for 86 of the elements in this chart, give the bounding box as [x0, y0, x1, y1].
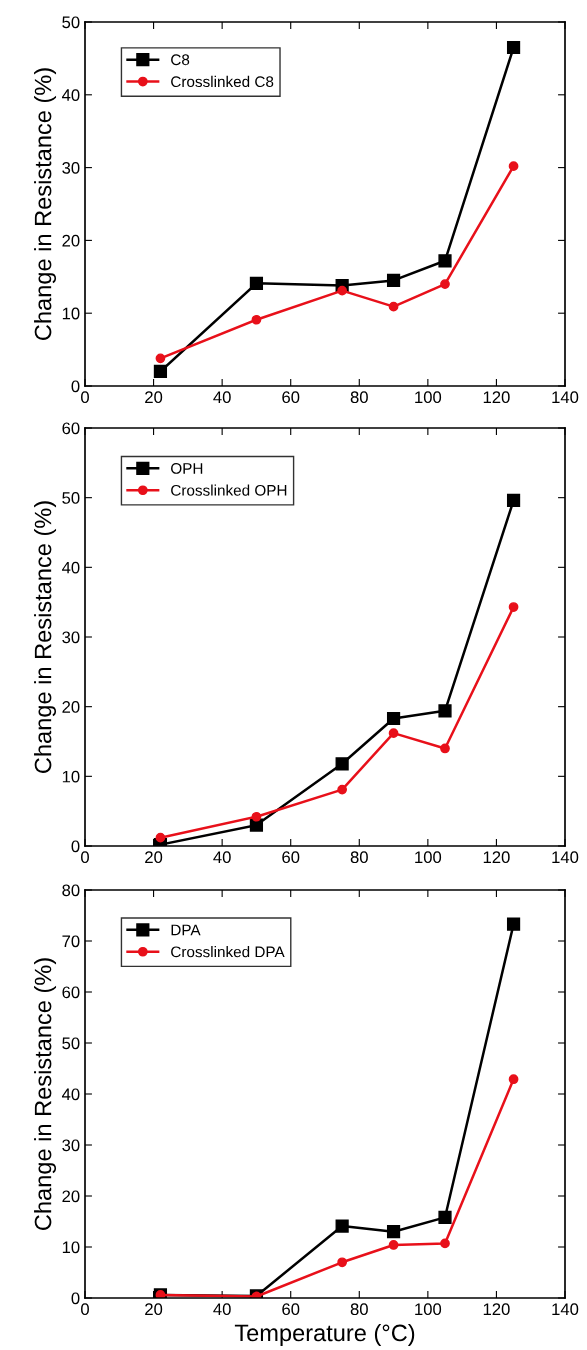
- x-tick-label: 140: [552, 851, 579, 864]
- point: [337, 784, 348, 795]
- x-tick-label: 80: [350, 391, 368, 404]
- point: [337, 285, 348, 296]
- point: [506, 917, 521, 931]
- point: [438, 704, 452, 718]
- x-tick-label: 120: [483, 1303, 510, 1316]
- y-tick-label: 50: [62, 1037, 80, 1050]
- x-tick-label: 120: [483, 391, 510, 404]
- legend-label: DPA: [171, 924, 201, 936]
- point: [337, 1257, 348, 1268]
- y-axis-title: Change in Resistance (%): [34, 68, 57, 340]
- point: [386, 1225, 401, 1239]
- y-tick-label: 40: [61, 89, 80, 101]
- point: [249, 818, 264, 832]
- point: [249, 276, 264, 290]
- x-tick-label: 40: [213, 851, 231, 864]
- point: [155, 353, 166, 364]
- point: [251, 314, 262, 325]
- y-axis-title: Change in Resistance (%): [34, 501, 57, 773]
- point: [440, 743, 450, 754]
- legend-label: Crosslinked OPH: [171, 484, 287, 496]
- x-tick-label: 60: [282, 1303, 300, 1316]
- x-tick-label: 40: [213, 391, 231, 404]
- x-tick-label: 60: [282, 851, 300, 864]
- y-tick-label: 60: [62, 986, 80, 999]
- y-tick-label: 10: [62, 1241, 80, 1254]
- y-tick-label: 0: [71, 380, 80, 393]
- point: [438, 254, 452, 268]
- point: [386, 711, 401, 726]
- point: [388, 301, 399, 312]
- x-tick-label: 140: [552, 1303, 579, 1316]
- point: [388, 1240, 399, 1250]
- point: [335, 1219, 349, 1233]
- point: [386, 273, 401, 288]
- point: [251, 811, 262, 822]
- y-tick-label: 20: [62, 701, 80, 713]
- y-tick-label: 50: [62, 16, 80, 29]
- point: [440, 1238, 450, 1249]
- x-tick-label: 120: [483, 851, 510, 864]
- point: [438, 1210, 452, 1225]
- x-tick-label: 100: [415, 391, 442, 404]
- legend-label: Crosslinked C8: [171, 75, 274, 88]
- x-tick-label: 100: [415, 1303, 442, 1316]
- y-tick-label: 30: [62, 1139, 80, 1152]
- point: [153, 364, 168, 379]
- y-tick-label: 60: [62, 422, 80, 435]
- point: [155, 832, 166, 843]
- x-tick-label: 140: [552, 391, 579, 404]
- x-tick-label: 60: [282, 391, 300, 404]
- y-tick-label: 80: [62, 884, 80, 897]
- legend-label: Crosslinked DPA: [171, 946, 285, 958]
- point: [508, 161, 519, 172]
- y-tick-label: 10: [62, 770, 80, 783]
- point: [508, 1074, 519, 1085]
- point: [440, 279, 450, 289]
- point: [506, 493, 521, 508]
- point: [506, 40, 521, 55]
- y-axis-title: Change in Resistance (%): [34, 958, 57, 1230]
- y-tick-label: 20: [62, 234, 80, 247]
- y-tick-label: 50: [62, 492, 80, 504]
- y-tick-label: 0: [71, 1292, 80, 1305]
- point: [508, 602, 519, 612]
- legend-label: C8: [171, 54, 190, 66]
- y-tick-label: 30: [62, 631, 80, 644]
- x-tick-label: 20: [145, 391, 163, 404]
- x-axis-title: Temperature (°C): [234, 1323, 415, 1346]
- point: [335, 757, 349, 771]
- x-tick-label: 0: [81, 1303, 89, 1316]
- x-tick-label: 100: [415, 851, 442, 864]
- x-tick-label: 40: [213, 1303, 231, 1316]
- y-tick-label: 10: [62, 307, 80, 320]
- x-tick-label: 0: [81, 391, 89, 404]
- legend-label: OPH: [171, 463, 203, 474]
- x-tick-label: 80: [350, 1303, 368, 1316]
- x-tick-label: 0: [81, 851, 89, 864]
- x-tick-label: 20: [145, 1303, 163, 1316]
- y-tick-label: 40: [61, 1088, 80, 1101]
- x-tick-label: 20: [145, 851, 163, 864]
- y-tick-label: 40: [61, 561, 80, 574]
- x-tick-label: 80: [350, 851, 368, 864]
- y-tick-label: 0: [71, 840, 80, 853]
- point: [388, 728, 399, 739]
- y-tick-label: 30: [62, 162, 80, 174]
- y-tick-label: 20: [62, 1190, 80, 1203]
- y-tick-label: 70: [62, 935, 80, 948]
